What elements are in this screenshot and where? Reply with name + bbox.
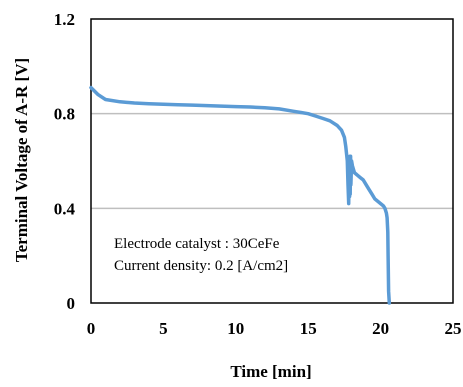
x-axis-title: Time [min] [230,362,311,381]
y-tick-label-2: 0.8 [54,105,75,124]
data-point [385,211,388,215]
data-point [249,105,252,109]
data-point [388,301,391,305]
data-point [376,200,379,203]
x-tick-label-4: 20 [372,319,389,338]
data-point [387,289,390,293]
data-point [343,136,346,139]
data-point [299,111,303,114]
data-point [263,106,266,109]
plot-frame [90,18,454,304]
data-point [205,104,209,107]
data-point [89,86,93,89]
data-point [346,183,350,186]
data-point [328,119,332,122]
data-point [383,207,387,210]
data-point [133,101,136,105]
data-point [386,230,390,234]
data-point [348,195,351,198]
series-layer [89,85,392,305]
y-tick-label-3: 1.2 [54,10,75,29]
data-point [352,169,356,172]
data-point [385,216,389,219]
data-point [147,102,151,105]
x-tick-label-1: 5 [159,319,168,338]
data-point [382,204,385,208]
data-point [379,202,382,205]
y-axis-title: Terminal Voltage of A-R [V] [12,58,31,262]
data-point [118,100,122,104]
data-point [346,159,349,163]
axes [90,18,454,304]
data-point [292,110,295,113]
data-point [349,183,353,186]
data-point [344,145,348,148]
data-point [321,117,324,120]
data-point [347,202,350,205]
x-tick-label-5: 25 [445,319,462,338]
data-point [340,129,343,132]
grid-lines [91,112,453,210]
data-point [359,176,362,179]
data-point [364,183,368,186]
data-point [307,112,310,115]
data-point [350,159,353,163]
data-point [104,98,107,101]
data-point [351,164,354,167]
annotation-catalyst: Electrode catalyst : 30CeFe [114,236,280,252]
data-point [97,93,100,96]
data-point [335,124,339,127]
data-point [370,192,374,196]
data-point [349,155,352,158]
data-point [367,188,371,191]
data-point [351,166,355,170]
data-point [191,103,194,107]
data-point [176,103,180,106]
data-point [356,174,359,177]
annotation-current-density: Current density: 0.2 [A/cm2] [114,258,288,274]
data-point [314,114,317,118]
data-point [234,105,237,108]
y-tick-labels: 0 0.4 0.8 1.2 [54,10,76,313]
y-tick-label-1: 0.4 [54,199,76,218]
y-tick-label-0: 0 [67,294,76,313]
x-tick-label-0: 0 [87,319,96,338]
data-point [347,159,351,163]
data-point [386,254,390,257]
data-point [348,192,352,196]
x-tick-labels: 0 5 10 15 20 25 [87,319,462,338]
data-point [162,103,165,106]
data-point [373,197,377,201]
x-tick-label-2: 10 [227,319,244,338]
data-point [362,178,365,182]
data-point [220,104,223,108]
x-tick-label-3: 15 [300,319,317,338]
data-point [278,107,281,111]
